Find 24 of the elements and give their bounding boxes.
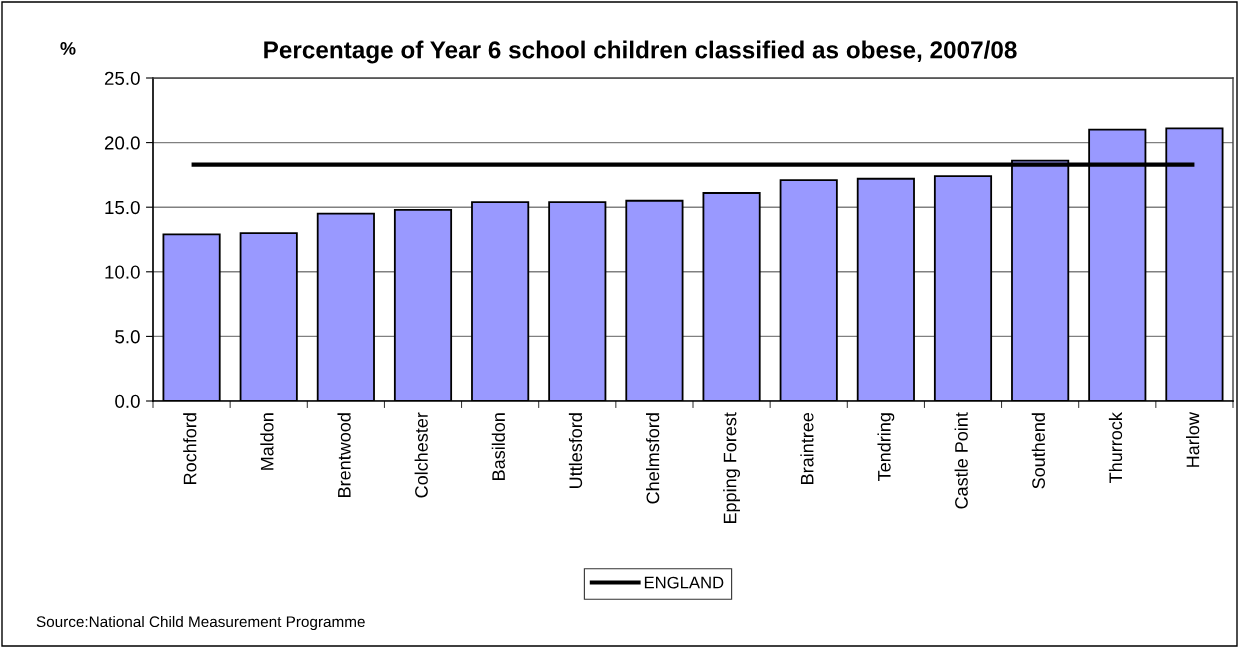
x-tick-label: Uttlesford	[568, 413, 583, 488]
x-tick-label: Southend	[1031, 413, 1045, 489]
y-tick-label: 25.0	[104, 71, 140, 85]
y-tick-label: 15.0	[105, 200, 140, 215]
x-tick-label: Chelmsford	[646, 413, 660, 504]
y-tick-label: 0.0	[115, 394, 140, 408]
chart-title: Percentage of Year 6 school children classified as obese, 2007/08	[264, 40, 1017, 64]
x-tick-label: Colchester	[414, 412, 428, 498]
x-tick-label: Brentwood	[337, 413, 351, 497]
y-tick-label: 5.0	[115, 330, 140, 344]
source-note: Source:National Child Measurement Programme	[36, 615, 365, 631]
y-tick-label: 10.0	[105, 265, 140, 279]
x-tick-label: Harlow	[1186, 412, 1200, 467]
x-tick-label: Rochford	[183, 413, 197, 484]
x-tick-label: Thurrock	[1108, 412, 1123, 483]
x-tick-label: Tendring	[877, 413, 895, 481]
x-tick-label: Castle Point	[954, 412, 968, 509]
y-tick-label: 20.0	[104, 136, 140, 150]
y-axis-title: %	[60, 42, 76, 55]
legend-label: ENGLAND	[644, 576, 724, 589]
x-tick-label: Epping Forest	[723, 412, 740, 524]
x-tick-label: Maldon	[260, 413, 274, 470]
x-tick-label: Basildon	[491, 413, 505, 480]
x-tick-label: Braintree	[800, 412, 814, 484]
